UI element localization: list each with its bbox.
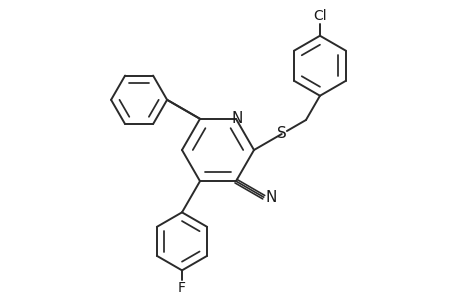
Text: N: N [231, 111, 242, 126]
Text: S: S [276, 127, 286, 142]
Text: Cl: Cl [313, 9, 326, 23]
Text: N: N [264, 190, 276, 205]
Text: F: F [178, 281, 185, 296]
